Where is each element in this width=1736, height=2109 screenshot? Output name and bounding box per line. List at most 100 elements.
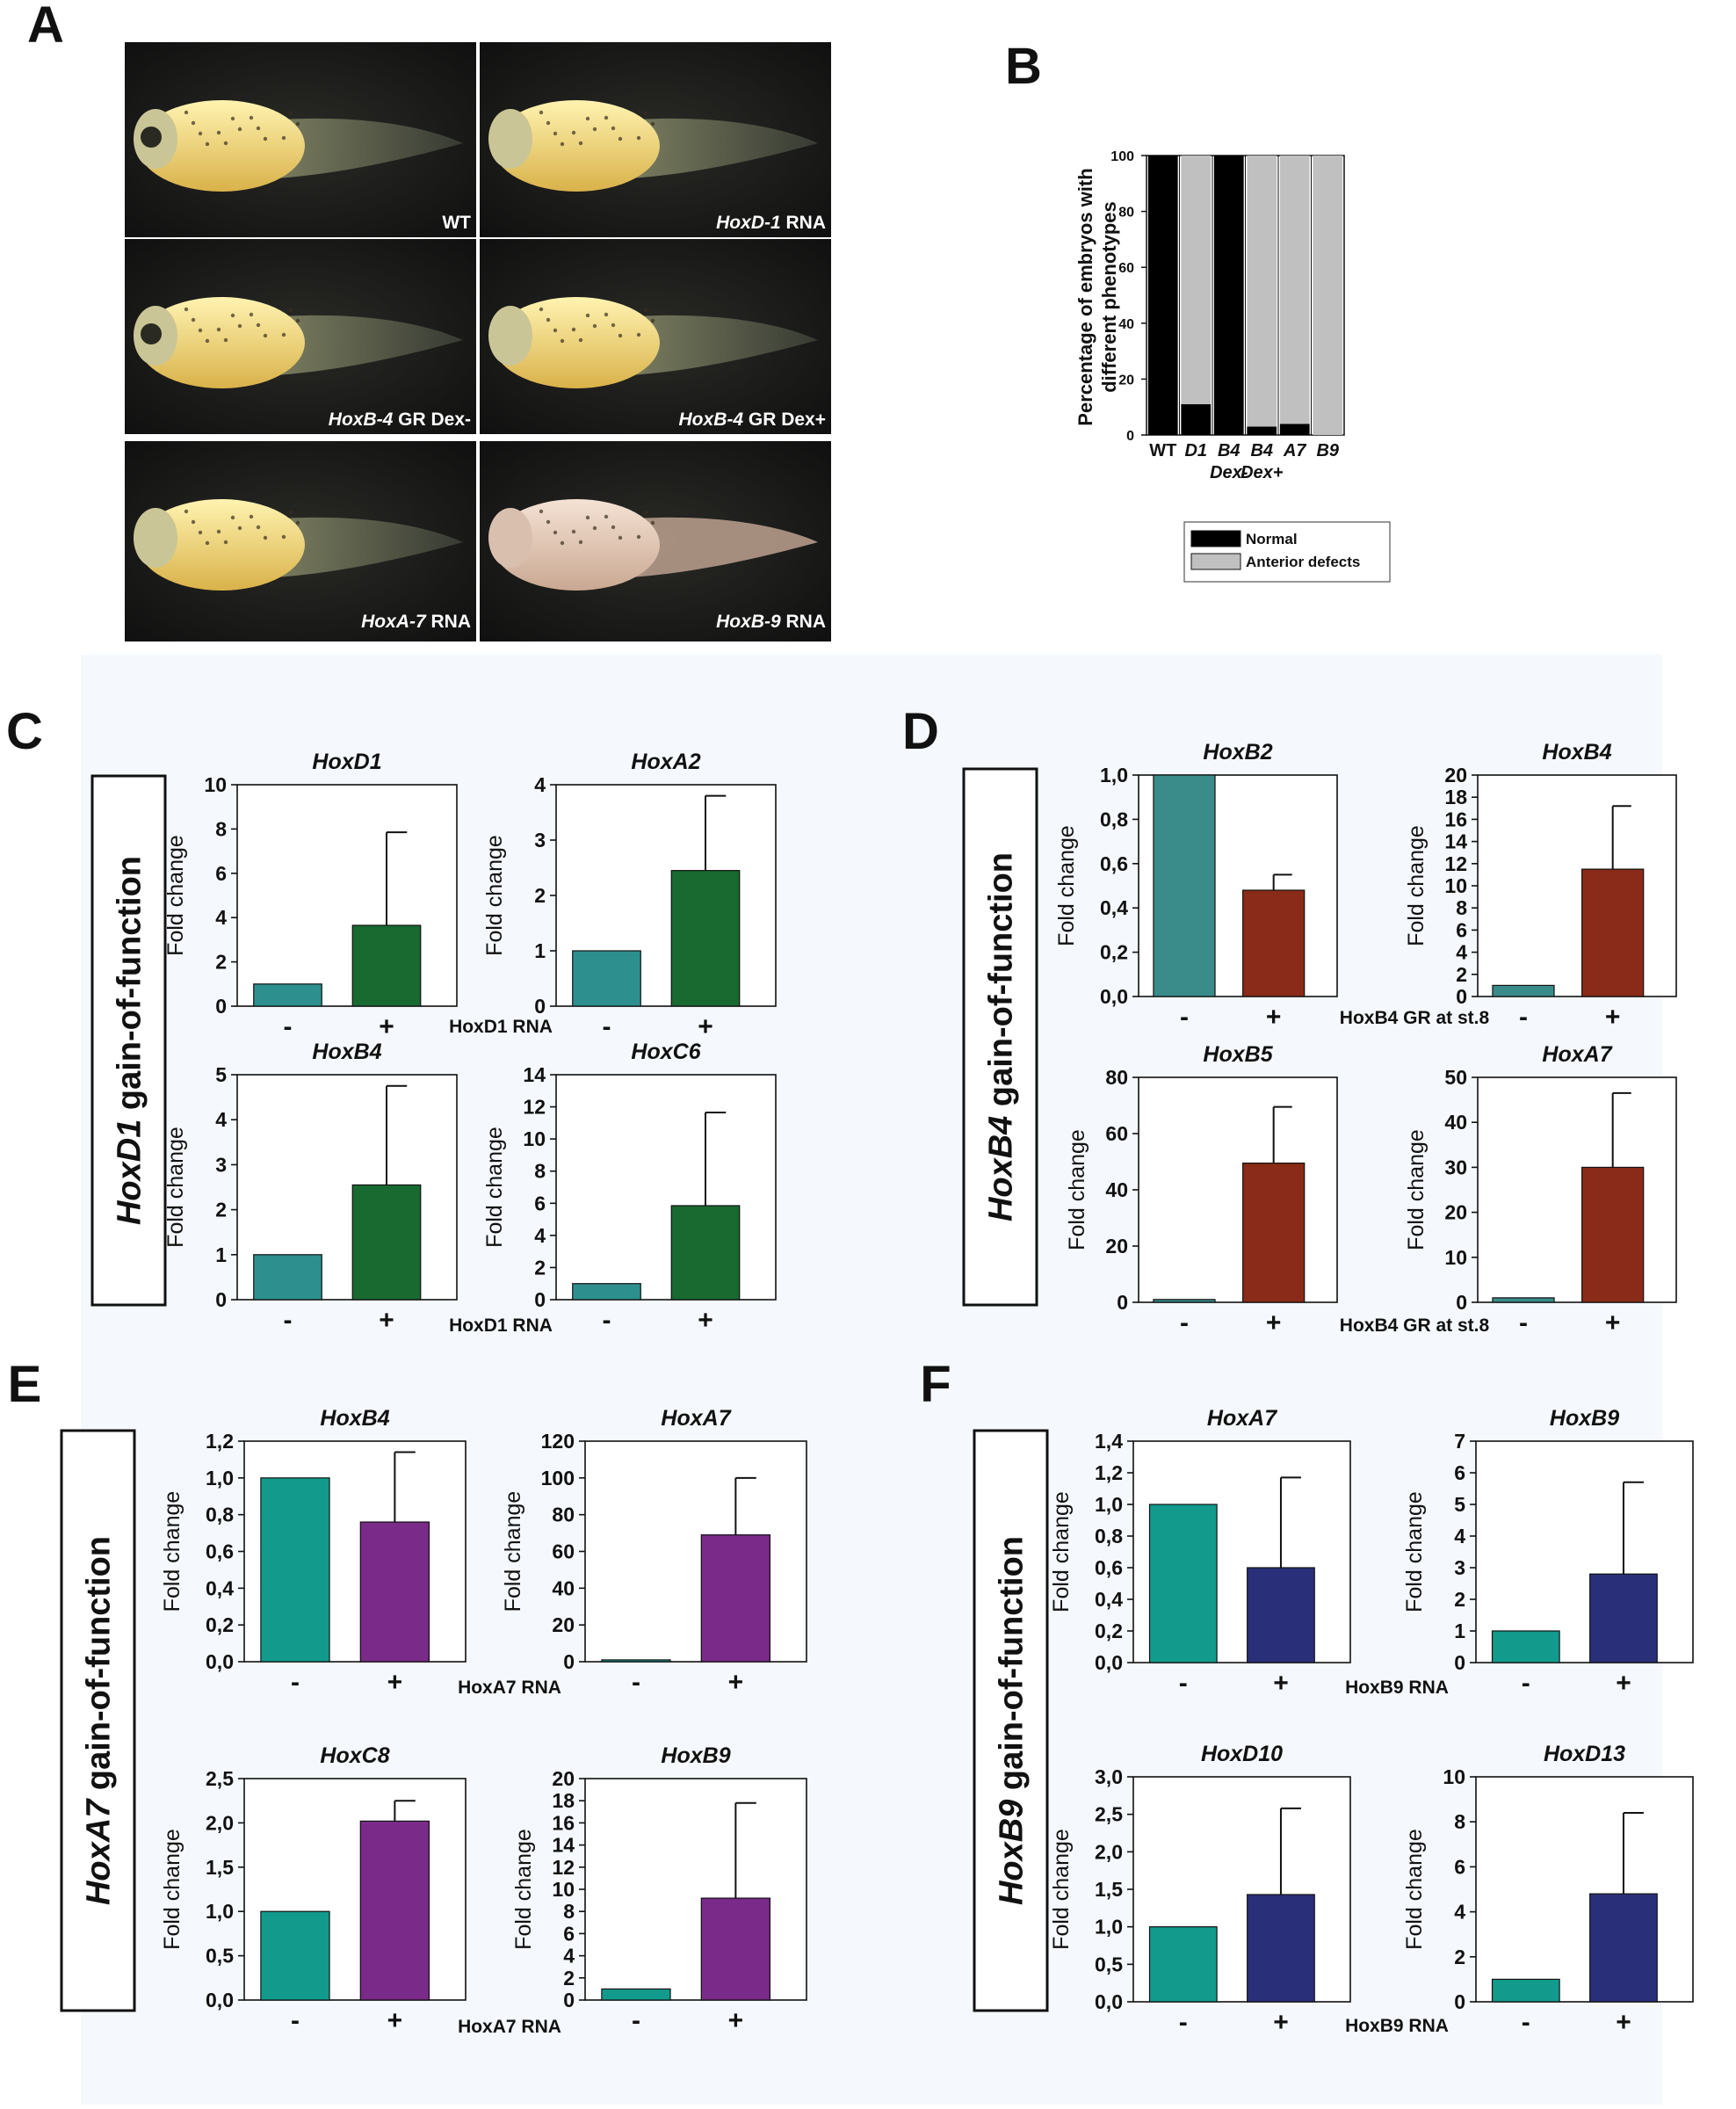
bar-treated: [351, 1184, 422, 1301]
y-tick-label: 0,8: [1100, 808, 1128, 830]
bar-anterior-defects: [1313, 156, 1343, 435]
panel-letter-e: E: [8, 1356, 42, 1413]
y-axis-label: Fold change: [1404, 1129, 1429, 1250]
group-box-frame: [60, 1429, 136, 2012]
pigment-dot: [191, 519, 196, 525]
x-tick-label: -: [603, 1306, 611, 1335]
pigment-dot: [288, 308, 293, 313]
y-axis-label: Fold change: [160, 1491, 184, 1613]
bar-treated: [351, 924, 422, 1007]
y-axis-label: Fold change: [163, 1127, 188, 1248]
y-tick-label: 0: [563, 1989, 575, 2011]
legend-swatch-defects: [1190, 553, 1241, 570]
y-tick-label: 60: [1105, 1122, 1128, 1145]
chart-e3: 0,0 0,5 1,0 1,5 2,0 2,5 - + HoxC8 Fold change: [160, 1743, 467, 2035]
plot-frame: [236, 784, 458, 1007]
embryo-photo: HoxB-4 GR Dex+: [480, 239, 831, 434]
pigment-dot: [571, 130, 576, 135]
photo-label-suffix: GR Dex-: [393, 409, 471, 430]
y-tick-label: 4: [534, 1224, 546, 1247]
y-tick-label: 100: [541, 1467, 575, 1489]
pigment-dot: [205, 540, 210, 546]
y-tick-label: 50: [1444, 1066, 1467, 1089]
pigment-dot: [636, 332, 641, 337]
pigment-dot: [256, 323, 261, 328]
panel-letter-b: B: [1005, 38, 1042, 95]
pigment-dot: [216, 130, 221, 135]
chart-d3: 0 20 40 60 80 - + HoxB5 Fold change: [1065, 1042, 1338, 1337]
x-tick-label: Dex+: [1241, 463, 1284, 482]
y-tick-label: 18: [1444, 786, 1467, 808]
pigment-dot: [198, 131, 203, 136]
legend: Normal Anterior defects: [1183, 521, 1391, 583]
treatment-label: HoxA7 RNA: [458, 2017, 561, 2037]
pigment-dot: [650, 121, 655, 127]
y-tick-label: 12: [523, 1096, 546, 1119]
pigment-dot: [184, 509, 189, 514]
y-tick-label: 80: [1105, 1066, 1128, 1089]
y-tick-label: 2: [215, 951, 227, 974]
photo-label-gene: HoxB-4: [679, 409, 744, 430]
pigment-dot: [295, 520, 300, 525]
chart-c4: 0 2 4 6 8 10 12 14 - + HoxC6 Fold change: [482, 1040, 777, 1335]
y-tick-label: 0,0: [1095, 1651, 1123, 1674]
y-tick-label: 8: [1456, 896, 1467, 919]
pigment-dot: [230, 515, 235, 520]
chart-d1: 0,0 0,2 0,4 0,6 0,8 1,0 - + HoxB2 Fold change: [1054, 740, 1338, 1032]
x-tick-label: -: [291, 1668, 300, 1697]
pigment-dot: [256, 126, 261, 131]
pigment-dot: [604, 514, 609, 519]
pigment-dot: [618, 136, 623, 141]
pigment-dot: [191, 120, 196, 126]
y-tick-label: 30: [1444, 1156, 1467, 1178]
x-tick-label: -: [1519, 1308, 1528, 1337]
treatment-label: HoxA7 RNA: [458, 1678, 561, 1698]
x-tick-label: +: [1605, 1308, 1621, 1337]
bar-treated: [1242, 889, 1306, 997]
x-tick-label: +: [1273, 2008, 1289, 2037]
x-tick-label: -: [284, 1306, 293, 1335]
embryo-tail: [257, 315, 463, 375]
x-tick-label: -: [632, 2006, 640, 2035]
pigment-dot: [592, 127, 597, 132]
photo-label-suffix: RNA: [781, 213, 826, 233]
panel-letter-c: C: [6, 703, 43, 760]
pigment-dot: [650, 318, 655, 323]
chart-title: HoxD13: [1544, 1742, 1625, 1766]
y-tick-label: 1,0: [206, 1900, 234, 1923]
pigment-dot: [539, 509, 544, 514]
embryo-eye: [141, 323, 162, 344]
bar-treated: [670, 870, 741, 1007]
y-tick-label: 40: [1105, 1178, 1128, 1201]
x-tick-label: -: [1179, 1669, 1188, 1698]
y-tick-label: 40: [552, 1576, 575, 1599]
bar-control: [1491, 1978, 1560, 2003]
pigment-dot: [560, 338, 565, 344]
pigment-dot: [585, 515, 590, 520]
chart-title: HoxB9: [661, 1743, 730, 1768]
pigment-dot: [571, 327, 576, 332]
y-tick-label: 10: [1444, 1246, 1467, 1269]
y-tick-label: 0,2: [206, 1613, 234, 1636]
x-tick-label: B4: [1218, 441, 1241, 460]
y-tick-label: 120: [541, 1430, 575, 1453]
y-tick-label: 40: [1118, 317, 1134, 332]
x-tick-label: -: [1522, 1669, 1530, 1698]
pigment-dot: [546, 519, 551, 525]
pigment-dot: [611, 323, 616, 328]
treatment-label: HoxB4 GR at st.8: [1340, 1315, 1490, 1336]
y-tick-label: 3: [1454, 1556, 1465, 1579]
chart-title: HoxC6: [631, 1040, 701, 1064]
bar-control: [1148, 1504, 1218, 1663]
group-label-rest: gain-of-function: [983, 852, 1020, 1116]
y-tick-label: 16: [1444, 808, 1467, 830]
pigment-dot: [281, 135, 286, 141]
y-tick-label: 3: [534, 829, 546, 852]
y-tick-label: 80: [1118, 206, 1134, 221]
embryo-body: [493, 499, 660, 591]
pigment-dot: [578, 540, 583, 545]
embryo-head: [488, 306, 532, 366]
photo-label: HoxD-1 RNA: [716, 213, 826, 233]
bar-control: [260, 1477, 330, 1663]
y-axis-label: Fold change: [511, 1829, 536, 1950]
